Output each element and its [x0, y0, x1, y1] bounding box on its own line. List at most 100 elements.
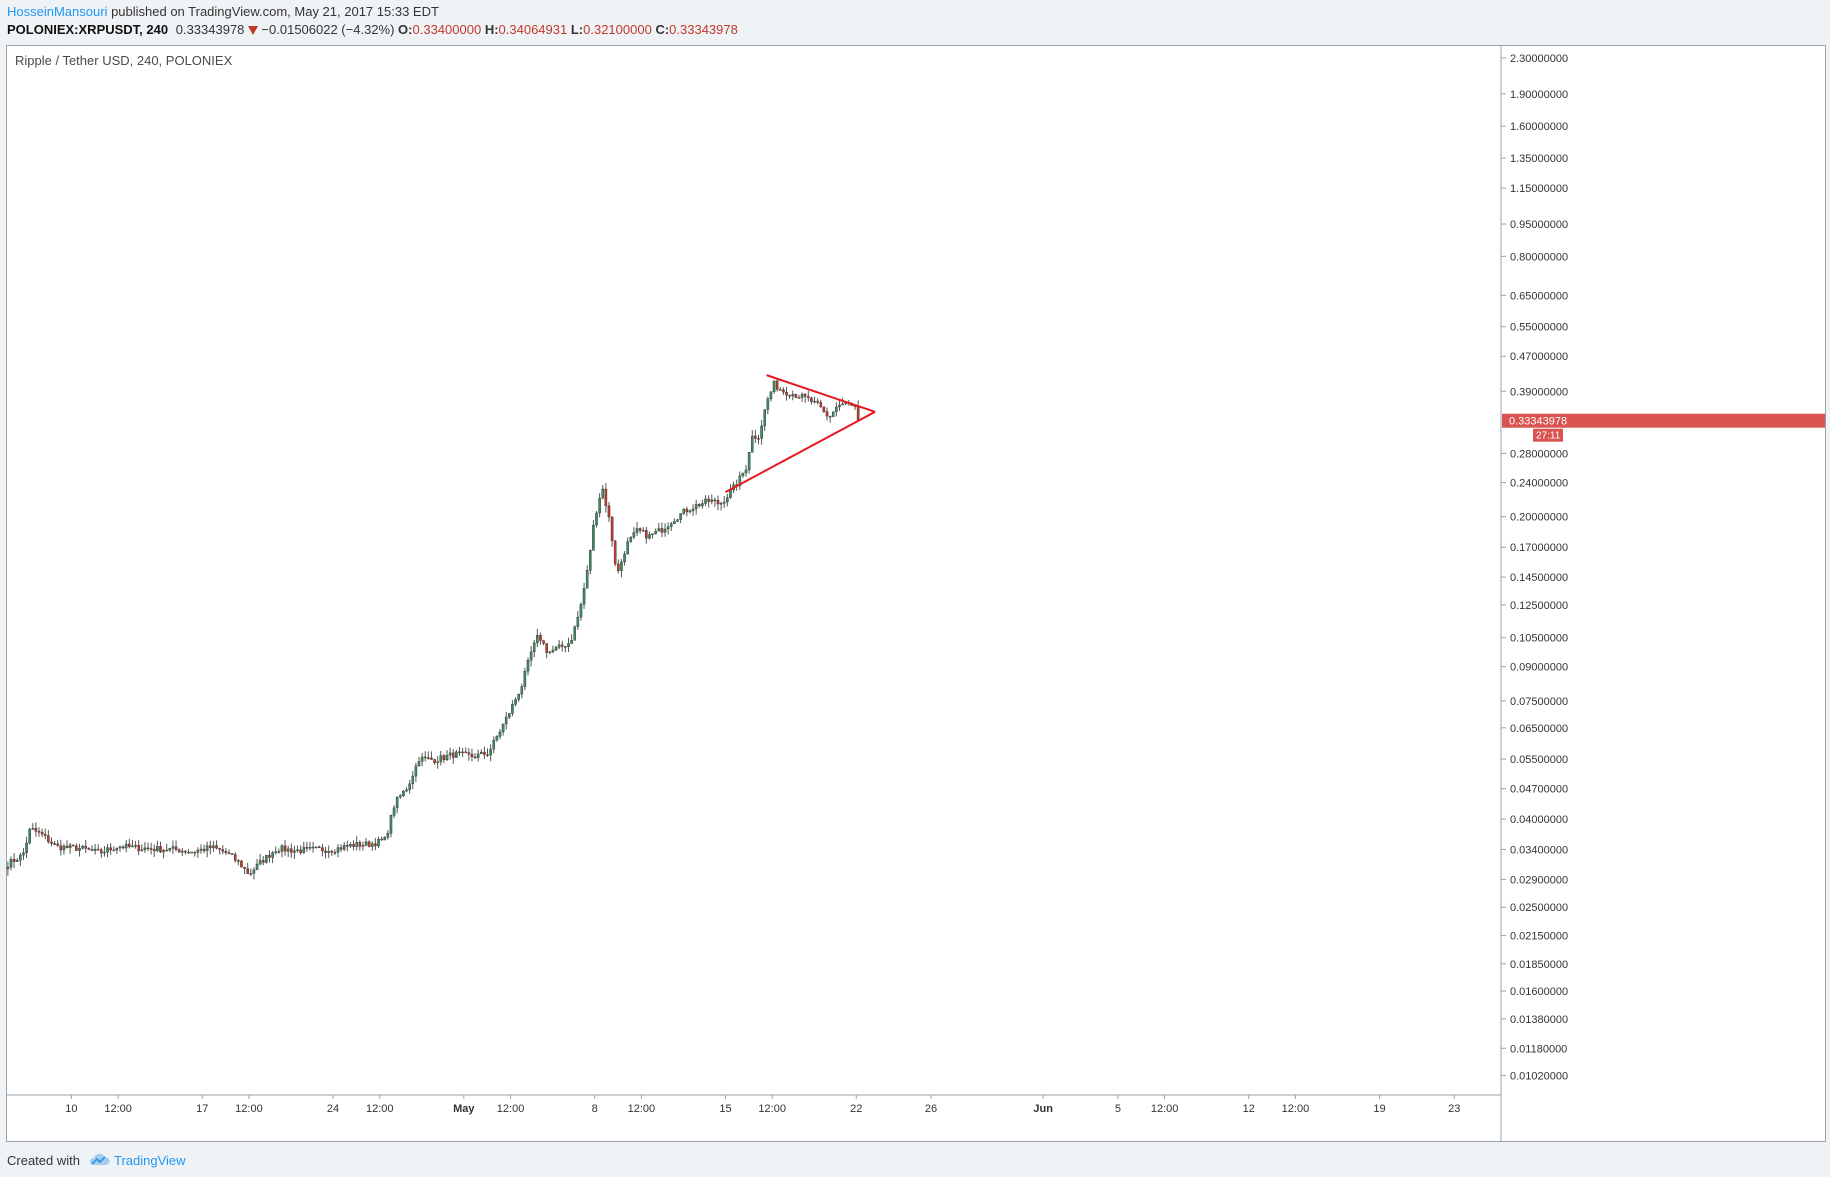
candle-down — [856, 406, 860, 421]
candle-up — [255, 863, 259, 871]
candle-up — [199, 848, 203, 851]
time-axis-label: 8 — [592, 1103, 598, 1115]
tradingview-link[interactable]: TradingView — [113, 1152, 186, 1168]
candle-up — [722, 501, 726, 504]
candle-up — [252, 869, 256, 874]
candle-up — [601, 488, 605, 499]
candle-down — [788, 394, 791, 397]
candle-up — [402, 790, 405, 796]
candle-down — [47, 835, 50, 843]
candle-down — [109, 847, 112, 851]
price-axis-label: 0.06500000 — [1510, 723, 1568, 735]
author-link[interactable]: HosseinMansouri — [7, 4, 108, 19]
candle-up — [134, 845, 137, 847]
candle-down — [367, 841, 371, 847]
candle-up — [598, 497, 601, 514]
candle-up — [212, 845, 215, 849]
price-axis-label: 0.12500000 — [1510, 600, 1568, 612]
time-axis-label: 23 — [1448, 1103, 1460, 1115]
price-axis-label: 0.10500000 — [1510, 633, 1568, 645]
candle-down — [754, 435, 757, 439]
time-axis-label: 12:00 — [1282, 1103, 1310, 1115]
candle-up — [517, 693, 520, 700]
candle-down — [96, 848, 100, 851]
candlestick-chart[interactable]: 2.30000000 1.90000000 1.60000000 1.35000000… — [6, 45, 1826, 1142]
price-axis-label: 0.09000000 — [1510, 662, 1568, 674]
candle-up — [314, 846, 318, 849]
price-axis-label: 0.05500000 — [1510, 754, 1568, 766]
candle-up — [557, 644, 561, 648]
price-axis-label: 1.15000000 — [1510, 183, 1568, 195]
time-axis-label: 12:00 — [104, 1103, 132, 1115]
candle-up — [28, 828, 31, 844]
candle-up — [93, 848, 97, 851]
candle-up — [498, 731, 502, 737]
candle-up — [682, 508, 686, 514]
candle-up — [9, 859, 13, 868]
price-axis-label: 0.02150000 — [1510, 931, 1568, 943]
candle-up — [277, 851, 281, 853]
candle-down — [324, 850, 327, 853]
candle-down — [807, 396, 810, 399]
candle-up — [532, 642, 536, 652]
candle-up — [536, 635, 539, 644]
candle-down — [380, 838, 383, 841]
candle-up — [336, 847, 340, 853]
candle-up — [196, 850, 200, 853]
candle-down — [240, 860, 243, 868]
price-axis-label: 0.01600000 — [1510, 986, 1568, 998]
candle-up — [19, 854, 22, 861]
triangle-trendline — [766, 374, 876, 413]
candle-down — [685, 508, 689, 513]
candle-up — [641, 530, 645, 532]
candle-up — [760, 425, 763, 439]
candle-down — [358, 842, 362, 847]
low-value: 0.32100000 — [583, 22, 652, 37]
candle-down — [423, 756, 427, 759]
candle-down — [40, 831, 44, 835]
candle-down — [775, 380, 779, 390]
candle-up — [103, 851, 106, 854]
candle-down — [467, 752, 471, 755]
candle-up — [504, 716, 508, 725]
price-axis-label: 0.01020000 — [1510, 1071, 1568, 1083]
candle-down — [430, 757, 433, 760]
candle-up — [131, 845, 134, 848]
candle-up — [741, 472, 745, 477]
time-axis-label: May — [453, 1103, 475, 1115]
time-axis-label: 19 — [1373, 1103, 1385, 1115]
candle-down — [243, 866, 246, 869]
candle-up — [15, 860, 19, 862]
candle-up — [548, 651, 552, 654]
price-axis-label: 1.60000000 — [1510, 121, 1568, 133]
candle-down — [59, 845, 63, 851]
candle-up — [691, 508, 695, 512]
candle-down — [330, 850, 334, 853]
candle-down — [283, 845, 287, 852]
candle-down — [299, 849, 302, 853]
created-with-label: Created with — [7, 1152, 80, 1168]
price-axis-label: 0.04000000 — [1510, 814, 1568, 826]
candle-down — [137, 845, 140, 852]
candle-up — [124, 843, 128, 849]
candle-up — [514, 699, 517, 705]
candle-up — [162, 849, 165, 853]
candle-up — [258, 860, 262, 865]
price-axis-label: 0.01380000 — [1510, 1014, 1568, 1026]
price-axis-label: 0.07500000 — [1510, 696, 1568, 708]
candle-down — [352, 843, 355, 847]
candle-down — [486, 754, 489, 756]
candle-down — [803, 393, 807, 397]
candle-down — [707, 498, 710, 502]
candle-up — [361, 845, 365, 847]
price-change: −0.01506022 (−4.32%) — [261, 22, 395, 37]
candle-up — [392, 807, 396, 816]
price-axis-label: 0.24000000 — [1510, 477, 1568, 489]
chart-pane[interactable] — [6, 45, 1826, 1142]
candle-up — [585, 570, 589, 589]
candle-up — [271, 852, 274, 858]
candle-up — [554, 647, 558, 651]
candle-up — [654, 531, 657, 534]
candle-up — [813, 400, 816, 403]
candle-down — [825, 411, 829, 417]
